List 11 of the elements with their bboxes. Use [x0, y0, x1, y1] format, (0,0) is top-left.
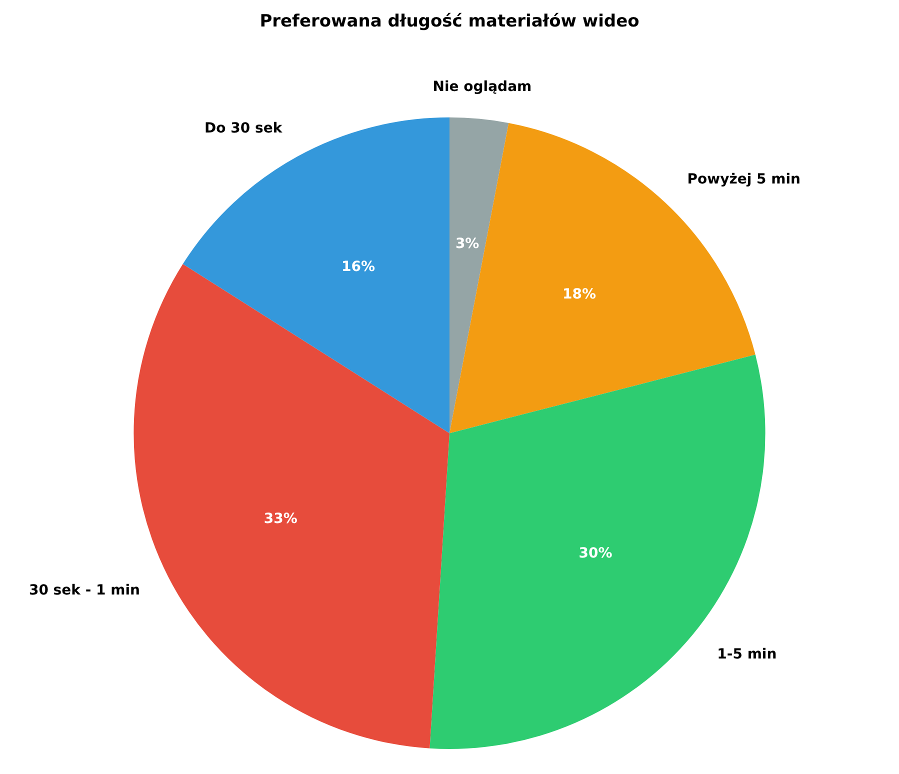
slice-label: Do 30 sek [204, 120, 283, 136]
slice-label: 1-5 min [717, 646, 777, 662]
data-label: 16% [341, 258, 375, 275]
slice-label: 30 sek - 1 min [28, 582, 140, 599]
data-label: 33% [264, 510, 298, 527]
chart-title: Preferowana długość materiałów wideo [260, 12, 640, 32]
slice-label: Powyżej 5 min [687, 172, 801, 188]
slice-label: Nie oglądam [432, 79, 532, 95]
data-label: 3% [455, 236, 480, 252]
data-label: 30% [578, 546, 612, 562]
data-label: 18% [562, 286, 596, 303]
